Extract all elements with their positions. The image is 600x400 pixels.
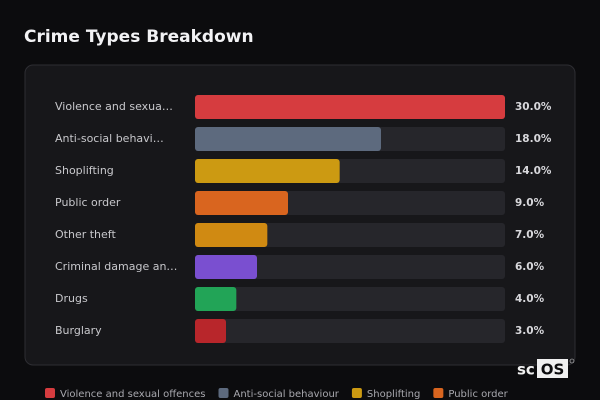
- value-label: 4.0%: [515, 293, 545, 305]
- bar: [195, 127, 381, 151]
- bar: [195, 319, 226, 343]
- legend-swatch: [433, 388, 444, 398]
- value-label: 9.0%: [515, 197, 545, 209]
- category-label: Other theft: [55, 228, 116, 241]
- bar-track: [195, 319, 505, 343]
- value-label: 18.0%: [515, 133, 552, 145]
- bar-track: [195, 223, 505, 247]
- category-label: Drugs: [55, 292, 88, 305]
- bar: [195, 159, 340, 183]
- legend-label: Anti-social behaviour: [234, 389, 340, 400]
- logo-prefix: sc: [517, 361, 535, 379]
- bar: [195, 191, 288, 215]
- value-label: 6.0%: [515, 261, 545, 273]
- legend-swatch: [218, 388, 229, 398]
- legend-swatch: [45, 388, 55, 398]
- legend-label: Public order: [448, 389, 508, 400]
- category-label: Burglary: [55, 324, 102, 337]
- logo-mark: [569, 358, 575, 364]
- logo-highlight: OS: [541, 361, 565, 379]
- bar: [195, 287, 237, 311]
- value-label: 14.0%: [515, 165, 552, 177]
- chart-title: Crime Types Breakdown: [24, 27, 254, 47]
- logo-box: [537, 359, 568, 378]
- category-label: Public order: [55, 196, 121, 209]
- value-label: 7.0%: [515, 229, 545, 241]
- category-label: Anti-social behavi…: [55, 132, 164, 145]
- bar: [195, 255, 257, 279]
- bar: [195, 223, 268, 247]
- legend-label: Violence and sexual offences: [60, 389, 206, 400]
- category-label: Shoplifting: [55, 164, 114, 177]
- bar-track: [195, 287, 505, 311]
- value-label: 30.0%: [515, 101, 552, 113]
- bar-track: [195, 255, 505, 279]
- bar: [195, 95, 505, 119]
- legend-label: Shoplifting: [367, 389, 420, 400]
- category-label: Criminal damage an…: [55, 260, 177, 273]
- legend-swatch: [351, 388, 362, 398]
- category-label: Violence and sexua…: [55, 100, 173, 113]
- value-label: 3.0%: [515, 325, 545, 337]
